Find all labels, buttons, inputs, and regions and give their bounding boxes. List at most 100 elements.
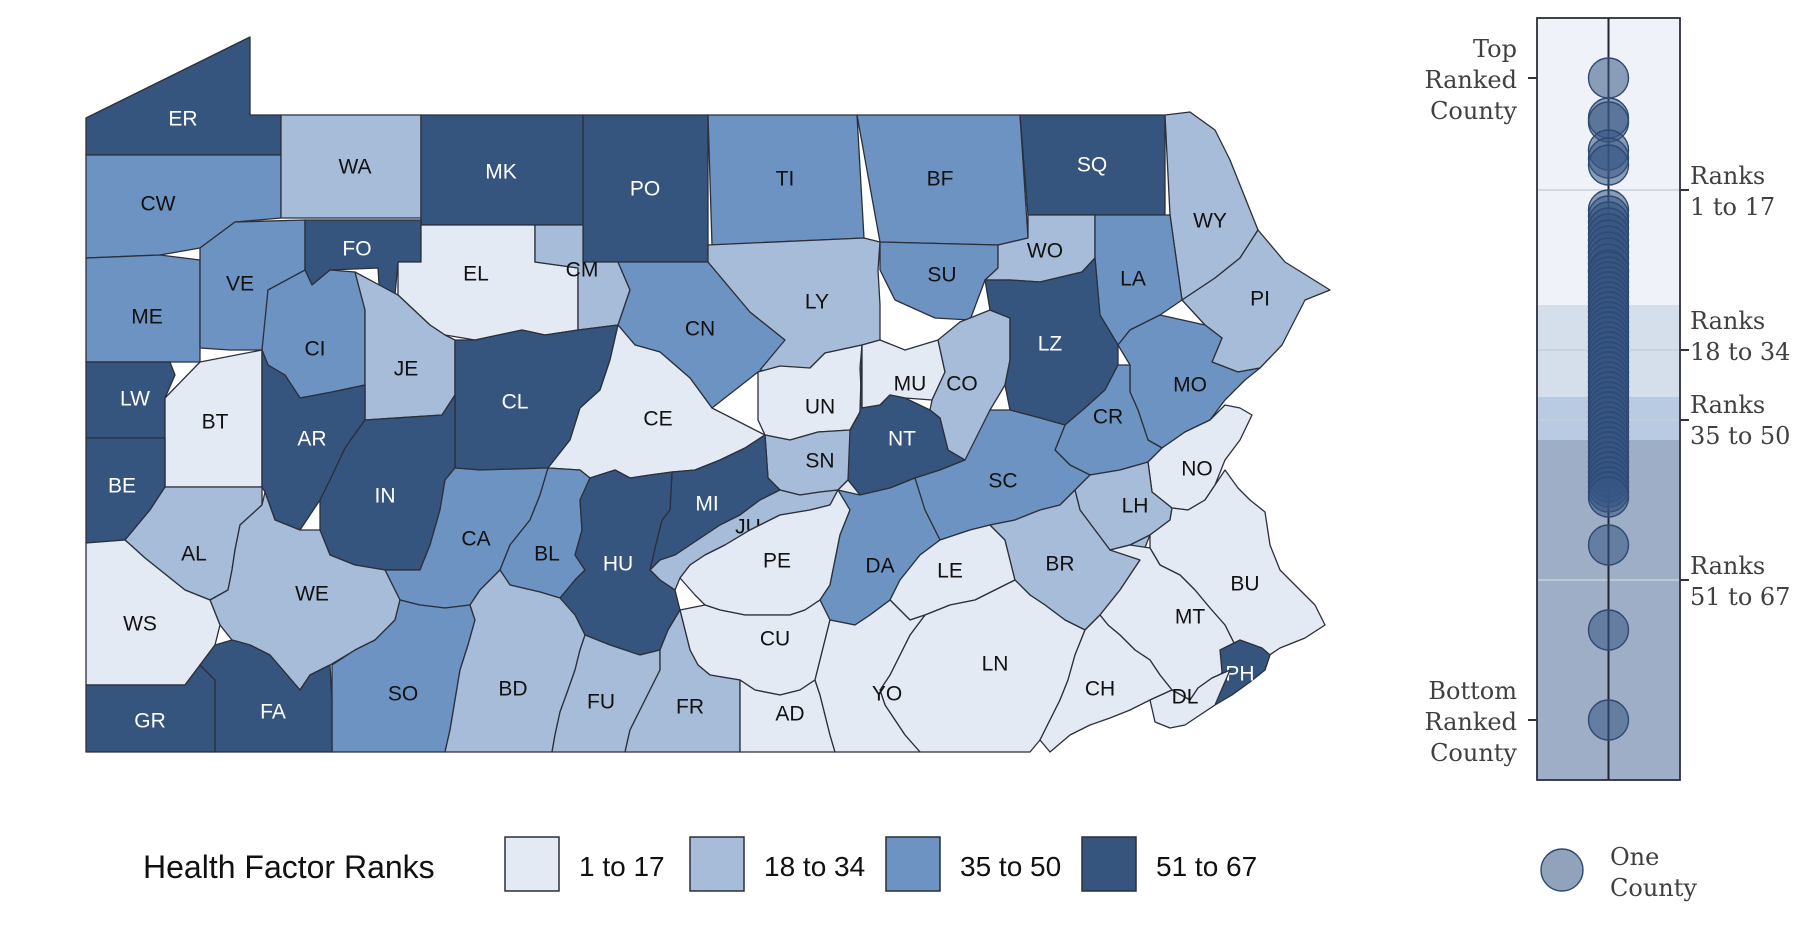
county-label: UN	[805, 396, 835, 419]
county-label: IN	[375, 485, 396, 508]
legend-swatch	[504, 836, 560, 892]
county-label: BL	[534, 543, 560, 566]
county-label: TI	[776, 168, 795, 191]
legend-label: 1 to 17	[579, 851, 665, 882]
county-label: PH	[1225, 663, 1254, 686]
county-label: CI	[305, 338, 326, 361]
county-in: IN	[319, 394, 456, 571]
county-label: CN	[685, 318, 715, 341]
county-label: GR	[134, 710, 166, 733]
county-label: PE	[763, 550, 791, 573]
county-shape	[85, 36, 282, 156]
county-label: MK	[485, 161, 517, 184]
legend-swatch	[1081, 836, 1137, 892]
county-label: WA	[338, 156, 371, 179]
legend-label: 35 to 50	[960, 851, 1061, 882]
county-label: EL	[463, 263, 489, 286]
county-bt: BT	[164, 349, 263, 488]
county-label: LH	[1122, 495, 1149, 518]
county-dot	[1587, 144, 1630, 186]
county-dot	[1587, 524, 1630, 566]
county-label: CH	[1085, 678, 1115, 701]
legend-title: Health Factor Ranks	[143, 849, 435, 885]
county-label: LZ	[1038, 333, 1063, 356]
county-yo: YO	[814, 599, 926, 753]
county-shape	[814, 599, 926, 753]
county-shape	[1149, 669, 1231, 729]
county-dot	[1587, 699, 1630, 741]
county-label: AD	[775, 703, 804, 726]
county-label: SO	[388, 683, 418, 706]
county-su: SU	[879, 241, 999, 321]
county-label: SN	[805, 450, 834, 473]
county-label: MT	[1175, 606, 1205, 629]
county-label: MI	[695, 493, 718, 516]
county-label: HU	[603, 553, 633, 576]
county-dot	[1587, 476, 1630, 518]
county-me: ME	[85, 254, 201, 363]
county-label: JE	[394, 358, 419, 381]
legend: Health Factor Ranks 1 to 17 18 to 34 35 to …	[143, 836, 1697, 902]
county-label: DA	[865, 555, 894, 578]
legend-one-county-dot	[1540, 848, 1584, 892]
county-da: DA	[819, 477, 941, 626]
county-label: CU	[760, 628, 790, 651]
county-label: SU	[927, 264, 956, 287]
county-label: MO	[1173, 374, 1207, 397]
legend-item-4: 51 to 67	[1081, 836, 1257, 892]
county-je: JE	[354, 271, 456, 421]
county-label: ER	[168, 108, 197, 131]
county-label: BF	[927, 168, 954, 191]
county-label: FO	[342, 238, 371, 261]
county-wa: WA	[280, 114, 422, 219]
county-dot	[1587, 57, 1630, 99]
county-label: CA	[461, 528, 490, 551]
county-label: CW	[141, 193, 176, 216]
county-ph: PH	[1214, 639, 1271, 706]
rank-band-label-3: Ranks 35 to 50	[1690, 391, 1790, 450]
county-label: LA	[1120, 268, 1146, 291]
county-mk: MK	[420, 114, 584, 226]
county-shape	[199, 639, 333, 753]
county-label: DL	[1172, 686, 1199, 709]
legend-swatch	[689, 836, 745, 892]
county-lw: LW	[85, 361, 176, 439]
county-label: CL	[502, 391, 529, 414]
legend-item-2: 18 to 34	[689, 836, 865, 892]
county-label: LY	[805, 291, 829, 314]
county-label: WS	[123, 613, 157, 636]
county-label: PI	[1250, 288, 1270, 311]
bottom-ranked-label: Bottom Ranked County	[1425, 677, 1518, 767]
county-label: SC	[988, 470, 1017, 493]
county-dl: DL	[1149, 669, 1231, 729]
legend-item-1: 1 to 17	[504, 836, 665, 892]
county-bf: BF	[856, 114, 1029, 246]
county-label: MU	[894, 373, 927, 396]
county-label: BU	[1230, 573, 1259, 596]
legend-swatch	[885, 836, 941, 892]
county-label: VE	[226, 273, 254, 296]
county-label: FR	[676, 696, 704, 719]
county-er: ER	[85, 36, 282, 156]
top-ranked-label: Top Ranked County	[1425, 35, 1518, 125]
county-label: SQ	[1077, 154, 1107, 177]
county-label: FU	[587, 691, 615, 714]
rank-band-label-4: Ranks 51 to 67	[1690, 552, 1790, 611]
county-label: BT	[202, 411, 229, 434]
county-label: WO	[1027, 240, 1063, 263]
county-label: BE	[108, 475, 136, 498]
county-shape	[1039, 614, 1173, 753]
county-label: CO	[946, 373, 978, 396]
legend-item-3: 35 to 50	[885, 836, 1061, 892]
county-sq: SQ	[1019, 114, 1166, 216]
county-ti: TI	[707, 114, 865, 246]
county-label: FA	[260, 701, 286, 724]
county-map: ER CW WA MK PO TI BF SQ WY ME VE FO EL CM CN LY SU WO LA PI…	[85, 36, 1331, 753]
legend-label: 51 to 67	[1156, 851, 1257, 882]
county-po: PO	[582, 114, 709, 263]
county-we: WE	[209, 491, 401, 691]
county-label: CR	[1093, 406, 1123, 429]
county-label: LW	[120, 388, 150, 411]
